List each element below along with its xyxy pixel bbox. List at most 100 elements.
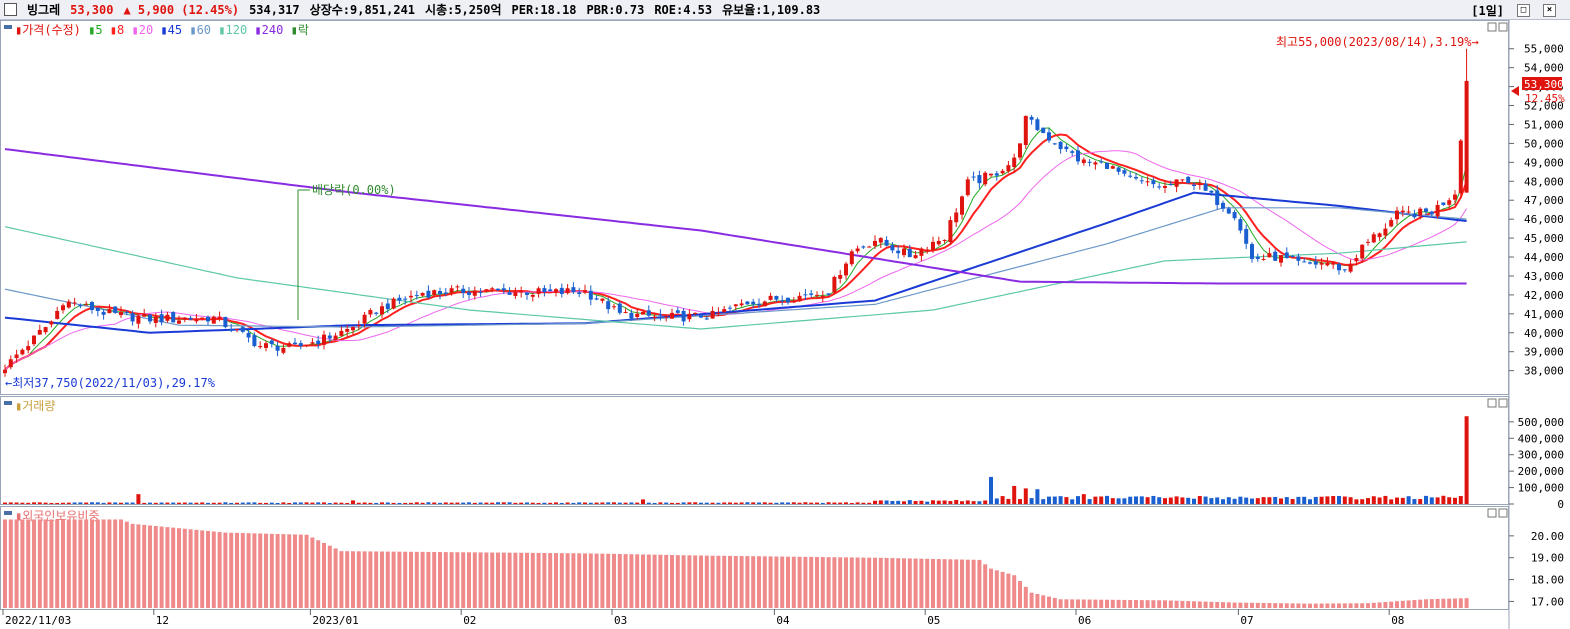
volume-bar <box>1412 499 1417 504</box>
foreign-ratio-bar <box>565 553 570 608</box>
select-checkbox[interactable] <box>4 3 17 16</box>
stock-chart[interactable]: ▮가격(수정) ▮5 ▮8 ▮20 ▮45 ▮60 ▮120 ▮240 ▮락 ▮… <box>0 20 1570 629</box>
candle-body <box>293 342 297 345</box>
candle-body <box>1070 151 1075 153</box>
foreign-ratio-bar <box>838 557 843 608</box>
foreign-pane-handle-icon[interactable] <box>4 511 12 515</box>
volume-bar <box>629 502 634 504</box>
candle-body <box>217 316 222 319</box>
candle-body <box>1029 116 1034 120</box>
candle-body <box>269 340 274 345</box>
foreign-ratio-bar <box>345 551 350 608</box>
close-icon[interactable]: × <box>1543 4 1556 17</box>
foreign-ratio-bar <box>1203 601 1208 608</box>
foreign-ratio-bar <box>1244 602 1249 608</box>
candle-body <box>1215 190 1220 205</box>
current-price-tag-label: 53,300 <box>1524 78 1564 91</box>
volume-pane-controls[interactable] <box>1487 398 1508 408</box>
volume-bar <box>8 502 13 504</box>
price-tick-label: 50,000 <box>1524 137 1564 150</box>
foreign-tick-label: 20.00 <box>1531 530 1564 543</box>
period-selector[interactable]: [1일] <box>1471 4 1504 18</box>
foreign-ratio-bar <box>414 551 419 608</box>
candle-body <box>455 286 460 288</box>
foreign-ratio-bar <box>977 559 982 608</box>
trade-volume: 534,317 <box>249 2 300 17</box>
volume-bar <box>124 502 129 504</box>
candle-body <box>884 239 889 246</box>
legend-price-mark: ▮ <box>15 23 22 37</box>
minimize-icon[interactable]: □ <box>1517 4 1530 17</box>
candle-body <box>1296 256 1301 261</box>
candle-body <box>37 329 42 335</box>
candle-body <box>1424 208 1428 212</box>
volume-bar <box>32 502 36 504</box>
price-pane-handle-icon[interactable] <box>4 25 12 29</box>
axis-labels-layer: 55,00054,00053,00052,00051,00050,00049,0… <box>2 43 1564 627</box>
foreign-ratio-bar <box>681 555 686 608</box>
foreign-ratio-bar <box>530 552 535 608</box>
volume-bar <box>931 500 935 504</box>
foreign-ratio-bar <box>1145 600 1150 608</box>
price-tick-label: 44,000 <box>1524 251 1564 264</box>
candle-body <box>1244 228 1249 244</box>
foreign-pane-controls[interactable] <box>1487 508 1508 518</box>
candle-body <box>878 238 883 243</box>
ma-line-120 <box>4 226 1467 330</box>
volume-bar <box>513 502 518 504</box>
volume-bar <box>310 502 315 504</box>
foreign-ratio-bar <box>1006 573 1011 608</box>
candle-body <box>1284 252 1289 258</box>
foreign-ratio-bar <box>304 534 309 608</box>
foreign-ratio-bar <box>600 553 605 608</box>
price-pane-controls[interactable] <box>1487 22 1508 32</box>
volume-bar <box>1447 497 1452 504</box>
volume-bar <box>61 502 65 504</box>
legend-ma-label-1: 8 <box>117 23 124 37</box>
volume-bar <box>1076 496 1080 504</box>
foreign-ratio-bar <box>438 552 442 608</box>
foreign-ratio-bar <box>1250 602 1254 608</box>
foreign-ratio-bar <box>1284 603 1289 608</box>
foreign-ratio-bar <box>745 556 750 608</box>
candle-body <box>815 294 819 296</box>
candle-body <box>559 287 564 294</box>
volume-bar <box>1023 488 1028 504</box>
candle-body <box>1087 161 1092 163</box>
candle-body <box>925 249 930 251</box>
candle-body <box>693 312 698 314</box>
ma-line-45 <box>4 191 1467 334</box>
volume-bar <box>159 502 164 504</box>
foreign-ratio-bar <box>217 532 222 608</box>
volume-bar <box>1186 497 1191 504</box>
volume-bar <box>246 502 251 504</box>
volume-bar <box>403 502 408 504</box>
candle-body <box>519 291 524 293</box>
candle-body <box>1441 202 1446 205</box>
foreign-ratio-bar <box>177 528 181 608</box>
moving-average-layer <box>4 127 1468 371</box>
volume-bar <box>327 503 332 505</box>
foreign-ratio-bar <box>148 525 152 608</box>
volume-bar <box>1221 499 1225 504</box>
candle-body <box>1331 262 1336 265</box>
ma-line-8 <box>4 133 1468 371</box>
volume-bar <box>107 502 112 504</box>
price-tick-label: 41,000 <box>1524 308 1564 321</box>
candle-body <box>536 288 541 294</box>
candle-body <box>612 306 616 308</box>
candle-body <box>896 250 901 254</box>
volume-bar <box>1400 497 1405 504</box>
candle-body <box>159 314 164 323</box>
foreign-ratio-bar <box>159 526 164 608</box>
candle-body <box>501 288 506 291</box>
volume-pane-handle-icon[interactable] <box>4 401 12 405</box>
candle-body <box>304 345 309 347</box>
price-tick-label: 40,000 <box>1524 327 1564 340</box>
candle-body <box>1035 119 1040 131</box>
volume-bar <box>72 502 77 504</box>
volume-bar <box>322 502 326 504</box>
candle-body <box>664 316 669 318</box>
volume-bar <box>217 502 222 504</box>
date-tick-label: 03 <box>614 614 627 627</box>
